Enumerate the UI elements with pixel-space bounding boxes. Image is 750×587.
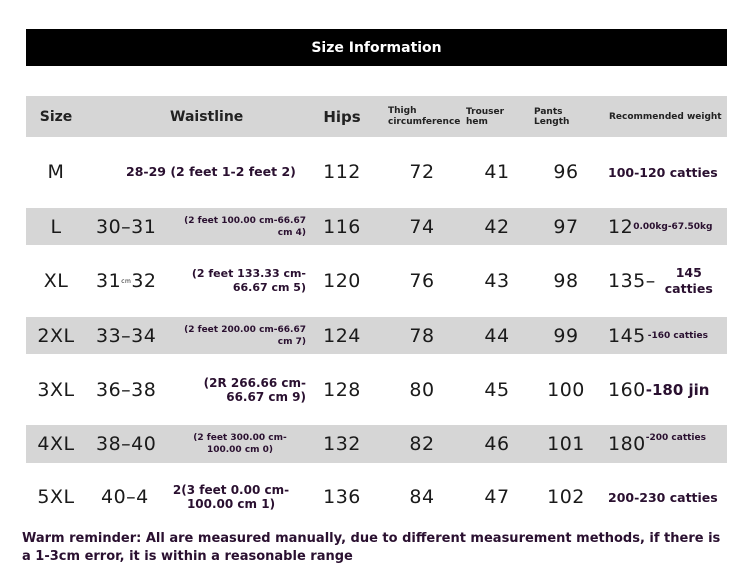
hem-value: 41 [484, 161, 510, 183]
waist-range: 38–40 [96, 433, 157, 455]
waist-note: (2 feet 200.00 cm-66.67 cm 7) [184, 324, 306, 347]
waist-note: (2 feet 133.33 cm-66.67 cm 5) [191, 267, 306, 294]
header-thigh: Thigh circumference [388, 105, 461, 127]
size-label: 4XL [37, 433, 75, 455]
thigh-value: 84 [409, 486, 435, 508]
hips-value: 120 [323, 270, 361, 292]
waist-range: 30–31 [96, 215, 157, 238]
hips-value: 136 [323, 486, 361, 508]
table-row: 4XL 38–40 (2 feet 300.00 cm-100.00 cm 0)… [26, 425, 727, 463]
header-hem: Trouser hem [466, 106, 505, 127]
thigh-value: 78 [409, 324, 435, 347]
length-value: 97 [553, 215, 579, 238]
thigh-value: 74 [409, 215, 435, 238]
hem-value: 42 [484, 215, 510, 238]
waist-range: 33–34 [96, 324, 157, 347]
size-label: 5XL [37, 486, 75, 508]
hem-value: 47 [484, 486, 510, 508]
thigh-value: 80 [409, 379, 435, 401]
waist-range: 31 cm 32 [96, 270, 157, 292]
length-value: 102 [547, 486, 585, 508]
length-value: 101 [547, 433, 585, 455]
table-row: 5XL 40–4 2(3 feet 0.00 cm-100.00 cm 1) 1… [26, 476, 727, 518]
table-row: 3XL 36–38 (2R 266.66 cm-66.67 cm 9) 128 … [26, 368, 727, 412]
header-waistline: Waistline [170, 108, 244, 125]
size-label: 3XL [37, 379, 75, 401]
header-length: Pants Length [534, 106, 570, 127]
waist-range: 40–4 [101, 486, 149, 508]
hips-value: 112 [323, 161, 361, 183]
size-label: L [50, 215, 62, 238]
hem-value: 43 [484, 270, 510, 292]
warm-reminder: Warm reminder: All are measured manually… [22, 531, 721, 564]
waist-note: 28-29 (2 feet 1-2 feet 2) [126, 164, 296, 179]
length-value: 100 [547, 379, 585, 401]
hips-value: 124 [323, 324, 361, 347]
thigh-value: 82 [409, 433, 435, 455]
size-label: 2XL [37, 324, 75, 347]
header-size: Size [39, 108, 73, 125]
size-label: XL [43, 270, 69, 292]
title-bar: Size Information [26, 29, 727, 66]
waist-note: (2 feet 100.00 cm-66.67 cm 4) [184, 215, 306, 238]
weight-value: 160 -180 jin [608, 379, 710, 401]
table-row: M 28-29 (2 feet 1-2 feet 2) 112 72 41 96… [26, 153, 727, 191]
waist-note: (2 feet 300.00 cm-100.00 cm 0) [193, 433, 287, 455]
weight-value: 135– 145 catties [608, 265, 713, 296]
size-label: M [47, 161, 65, 183]
weight-value: 100-120 catties [608, 164, 718, 180]
hips-value: 128 [323, 379, 361, 401]
hem-value: 45 [484, 379, 510, 401]
table-row: 2XL 33–34 (2 feet 200.00 cm-66.67 cm 7) … [26, 317, 727, 354]
page-title: Size Information [311, 39, 442, 56]
weight-value: 200-230 catties [608, 489, 718, 505]
table-row: XL 31 cm 32 (2 feet 133.33 cm-66.67 cm 5) … [26, 259, 727, 303]
thigh-value: 76 [409, 270, 435, 292]
weight-value: 12 0.00kg-67.50kg [608, 215, 713, 238]
table-header-row: Size Waistline Hips Thigh circumference … [26, 96, 727, 137]
hips-value: 132 [323, 433, 361, 455]
header-hips: Hips [323, 107, 361, 126]
waist-note: (2R 266.66 cm-66.67 cm 9) [203, 376, 306, 404]
hips-value: 116 [323, 215, 361, 238]
weight-value: 180 -200 catties [608, 433, 706, 455]
thigh-value: 72 [409, 161, 435, 183]
hem-value: 44 [484, 324, 510, 347]
waist-note: 2(3 feet 0.00 cm-100.00 cm 1) [172, 483, 290, 511]
hem-value: 46 [484, 433, 510, 455]
length-value: 96 [553, 161, 579, 183]
weight-value: 145 -160 catties [608, 324, 708, 347]
header-weight: Recommended weight [609, 111, 722, 122]
length-value: 98 [553, 270, 579, 292]
length-value: 99 [553, 324, 579, 347]
waist-range: 36–38 [96, 379, 157, 401]
table-row: L 30–31 (2 feet 100.00 cm-66.67 cm 4) 11… [26, 208, 727, 245]
